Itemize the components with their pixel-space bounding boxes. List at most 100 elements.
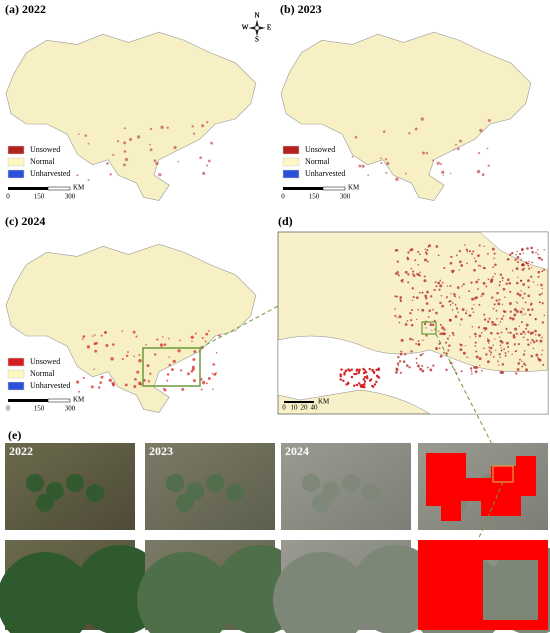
unsowed-speck	[346, 382, 350, 385]
unsowed-speck	[448, 318, 452, 322]
unsowed-speck	[201, 124, 205, 128]
unsowed-speck	[486, 360, 490, 364]
unsowed-speck	[474, 370, 478, 374]
unsowed-speck	[441, 326, 445, 330]
unsowed-speck	[511, 353, 513, 355]
unsowed-speck	[527, 279, 530, 282]
unsowed-speck	[487, 118, 491, 122]
unsowed-speck	[441, 304, 444, 308]
unsowed-speck	[466, 310, 468, 312]
unsowed-speck	[375, 380, 378, 384]
unsowed-speck	[466, 356, 468, 359]
unsowed-speck	[427, 246, 429, 248]
unsowed-speck	[407, 251, 410, 254]
unsowed-speck	[149, 143, 151, 146]
unsowed-speck	[516, 302, 519, 304]
unsowed-speck	[385, 171, 388, 174]
unsowed-speck	[215, 352, 218, 354]
unsowed-speck	[470, 281, 473, 284]
unsowed-speck	[402, 360, 406, 364]
unsowed-speck	[531, 338, 534, 342]
unsowed-speck	[168, 337, 170, 340]
unsowed-speck	[518, 252, 522, 256]
legend-label: Unsowed	[30, 145, 60, 154]
unsowed-speck	[464, 244, 466, 246]
unsowed-speck	[492, 344, 494, 347]
unsowed-speck	[192, 357, 196, 362]
unsowed-speck	[377, 368, 381, 371]
pivot-field	[46, 482, 64, 500]
unsowed-speck	[532, 281, 535, 283]
unsowed-speck	[199, 156, 202, 160]
unsowed-speck	[516, 250, 518, 253]
unsowed-speck	[421, 369, 425, 373]
pivot-field	[176, 494, 194, 512]
unsowed-speck	[487, 278, 490, 281]
unsowed-speck	[508, 302, 512, 306]
scale-bar	[283, 187, 323, 190]
unsowed-speck	[522, 252, 525, 254]
unsowed-speck	[515, 332, 518, 335]
unsowed-speck	[527, 308, 530, 312]
unsowed-speck	[427, 316, 430, 318]
unsowed-speck	[404, 270, 408, 274]
unsowed-speck	[191, 365, 195, 369]
unsowed-speck	[361, 385, 365, 389]
unsowed-speck	[424, 294, 428, 298]
unsowed-speck	[468, 314, 471, 317]
unsowed-speck	[445, 368, 448, 372]
unsowed-speck	[535, 339, 538, 342]
unsowed-speck	[485, 353, 488, 356]
unsowed-speck	[422, 339, 424, 341]
unsowed-speck	[455, 304, 457, 306]
focus-box	[142, 347, 201, 387]
unsowed-speck	[476, 288, 479, 290]
unsowed-speck	[408, 366, 411, 369]
unsowed-speck	[532, 340, 536, 344]
unsowed-speck	[138, 354, 141, 356]
unsowed-speck	[530, 354, 534, 358]
legend-label: Normal	[30, 369, 55, 378]
unsowed-speck	[527, 339, 530, 341]
legend-swatch	[282, 145, 300, 155]
unsowed-speck	[541, 349, 544, 352]
unsowed-speck	[439, 284, 443, 288]
unsowed-speck	[443, 266, 446, 270]
unsowed-speck	[81, 338, 84, 341]
unsowed-speck	[529, 304, 532, 306]
unsowed-speck	[528, 267, 531, 270]
unsowed-speck	[466, 250, 469, 253]
unsowed-speck	[424, 248, 427, 250]
pivot-field	[186, 482, 204, 500]
unsowed-speck	[450, 292, 452, 295]
unsowed-speck	[472, 311, 475, 314]
unsowed-speck	[451, 269, 454, 273]
unsowed-speck	[86, 345, 91, 349]
unsowed-speck	[507, 351, 510, 353]
pivot-field	[166, 474, 184, 492]
unsowed-speck	[523, 292, 526, 295]
unsowed-speck	[469, 336, 471, 338]
unsowed-speck	[439, 323, 442, 326]
unsowed-speck	[455, 254, 458, 257]
unsowed-speck	[355, 369, 359, 372]
unsowed-speck	[475, 336, 477, 338]
unsowed-speck	[173, 145, 177, 150]
panel-label: (d)	[278, 214, 293, 228]
unsowed-speck	[502, 287, 506, 291]
unsowed-speck	[218, 334, 221, 337]
unsowed-speck	[136, 135, 141, 139]
scale-bar	[8, 399, 48, 402]
unsowed-speck	[193, 350, 197, 353]
unsowed-speck	[181, 387, 185, 391]
unsowed-speck	[522, 362, 526, 365]
unsowed-speck	[483, 318, 487, 321]
unsowed-speck	[456, 286, 460, 289]
unsowed-speck	[521, 307, 524, 309]
unsowed-speck	[82, 376, 85, 379]
unsowed-speck	[521, 268, 525, 271]
unsowed-speck	[394, 314, 397, 318]
unsowed-speck	[478, 334, 482, 338]
unsowed-speck	[501, 363, 505, 366]
unsowed-speck	[504, 296, 506, 298]
